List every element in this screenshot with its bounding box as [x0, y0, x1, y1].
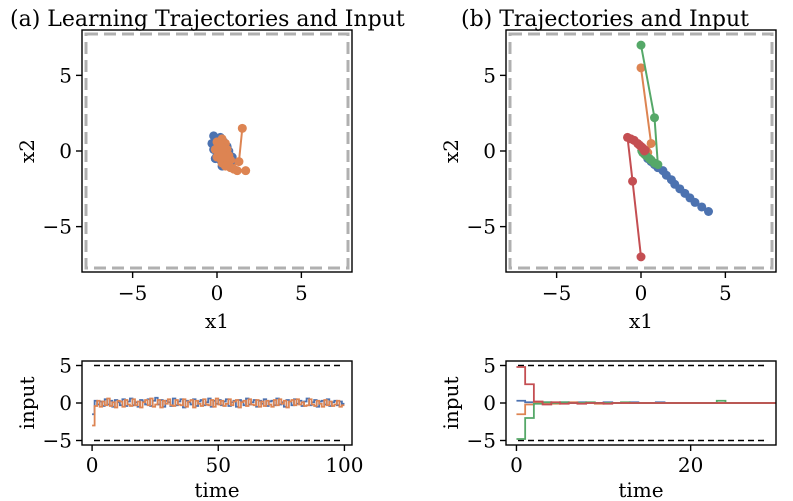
- x-tick-label: 50: [206, 453, 231, 477]
- state-constraint-box: [84, 32, 350, 270]
- trajectory-point-blue: [704, 207, 713, 216]
- y-tick-label: −5: [43, 215, 72, 239]
- trajectory-point-orange: [229, 164, 239, 174]
- x-tick-label: 20: [678, 453, 703, 477]
- y-tick-label: 0: [483, 391, 496, 415]
- x-tick-label: 0: [86, 453, 99, 477]
- x-axis-label: x1: [629, 309, 653, 333]
- trajectory-point-orange: [237, 123, 247, 133]
- trajectory-point-orange: [636, 63, 646, 73]
- panel-a-state-plot: −5 −5 0 0 5 5 x1 x2: [15, 29, 353, 333]
- panel-b-input-plot: 0 20 −5 0 5 time input: [439, 354, 777, 501]
- y-axis-label: x2: [439, 139, 463, 163]
- panel-b-state-plot: −5 −5 0 0 5 5 x1 x2: [439, 29, 777, 333]
- x-tick-label: 5: [295, 281, 308, 305]
- y-tick-label: −5: [467, 429, 496, 453]
- y-tick-label: 5: [59, 63, 72, 87]
- x-axis-label: x1: [205, 309, 229, 333]
- y-axis-label: x2: [15, 139, 39, 163]
- x-axis-label: time: [194, 478, 239, 501]
- y-tick-label: −5: [467, 215, 496, 239]
- panel-a-input-plot: 0 50 100 −5 0 5 time input: [15, 354, 364, 501]
- y-tick-label: 0: [59, 139, 72, 163]
- x-tick-label: −5: [542, 281, 571, 305]
- trajectory-point-green: [636, 40, 646, 50]
- trajectory-point-orange: [241, 166, 251, 176]
- x-tick-label: −5: [118, 281, 147, 305]
- x-axis-label: time: [618, 478, 663, 501]
- input-series-orange: [92, 397, 345, 427]
- y-axis-label: input: [439, 377, 463, 430]
- trajectory-point-red: [628, 176, 638, 186]
- x-tick-label: 100: [325, 453, 363, 477]
- trajectory-point-blue: [697, 202, 707, 212]
- x-tick-label: 5: [719, 281, 732, 305]
- x-tick-label: 0: [635, 281, 648, 305]
- y-tick-label: 5: [59, 354, 72, 378]
- input-series-red: [516, 366, 776, 406]
- y-tick-label: 0: [483, 139, 496, 163]
- input-series-orange: [516, 401, 776, 416]
- trajectory-point-orange: [220, 161, 230, 171]
- trajectory-point-orange: [646, 138, 656, 148]
- input-series-green: [516, 399, 776, 440]
- trajectory-point-red: [639, 146, 649, 156]
- trajectory-point-orange: [217, 143, 227, 153]
- trajectory-point-red: [636, 252, 646, 262]
- trajectory-point-green: [650, 113, 659, 123]
- y-tick-label: 5: [483, 63, 496, 87]
- y-axis-label: input: [15, 377, 39, 430]
- y-tick-label: 0: [59, 391, 72, 415]
- y-tick-label: 5: [483, 354, 496, 378]
- x-tick-label: 0: [211, 281, 224, 305]
- panel-b-title: (b) Trajectories and Input: [461, 7, 749, 32]
- panel-a-title: (a) Learning Trajectories and Input: [10, 7, 405, 32]
- y-tick-label: −5: [43, 429, 72, 453]
- state-constraint-box: [508, 32, 774, 270]
- x-tick-label: 0: [510, 453, 523, 477]
- trajectory-point-orange: [220, 152, 230, 162]
- trajectory-point-orange: [234, 157, 244, 167]
